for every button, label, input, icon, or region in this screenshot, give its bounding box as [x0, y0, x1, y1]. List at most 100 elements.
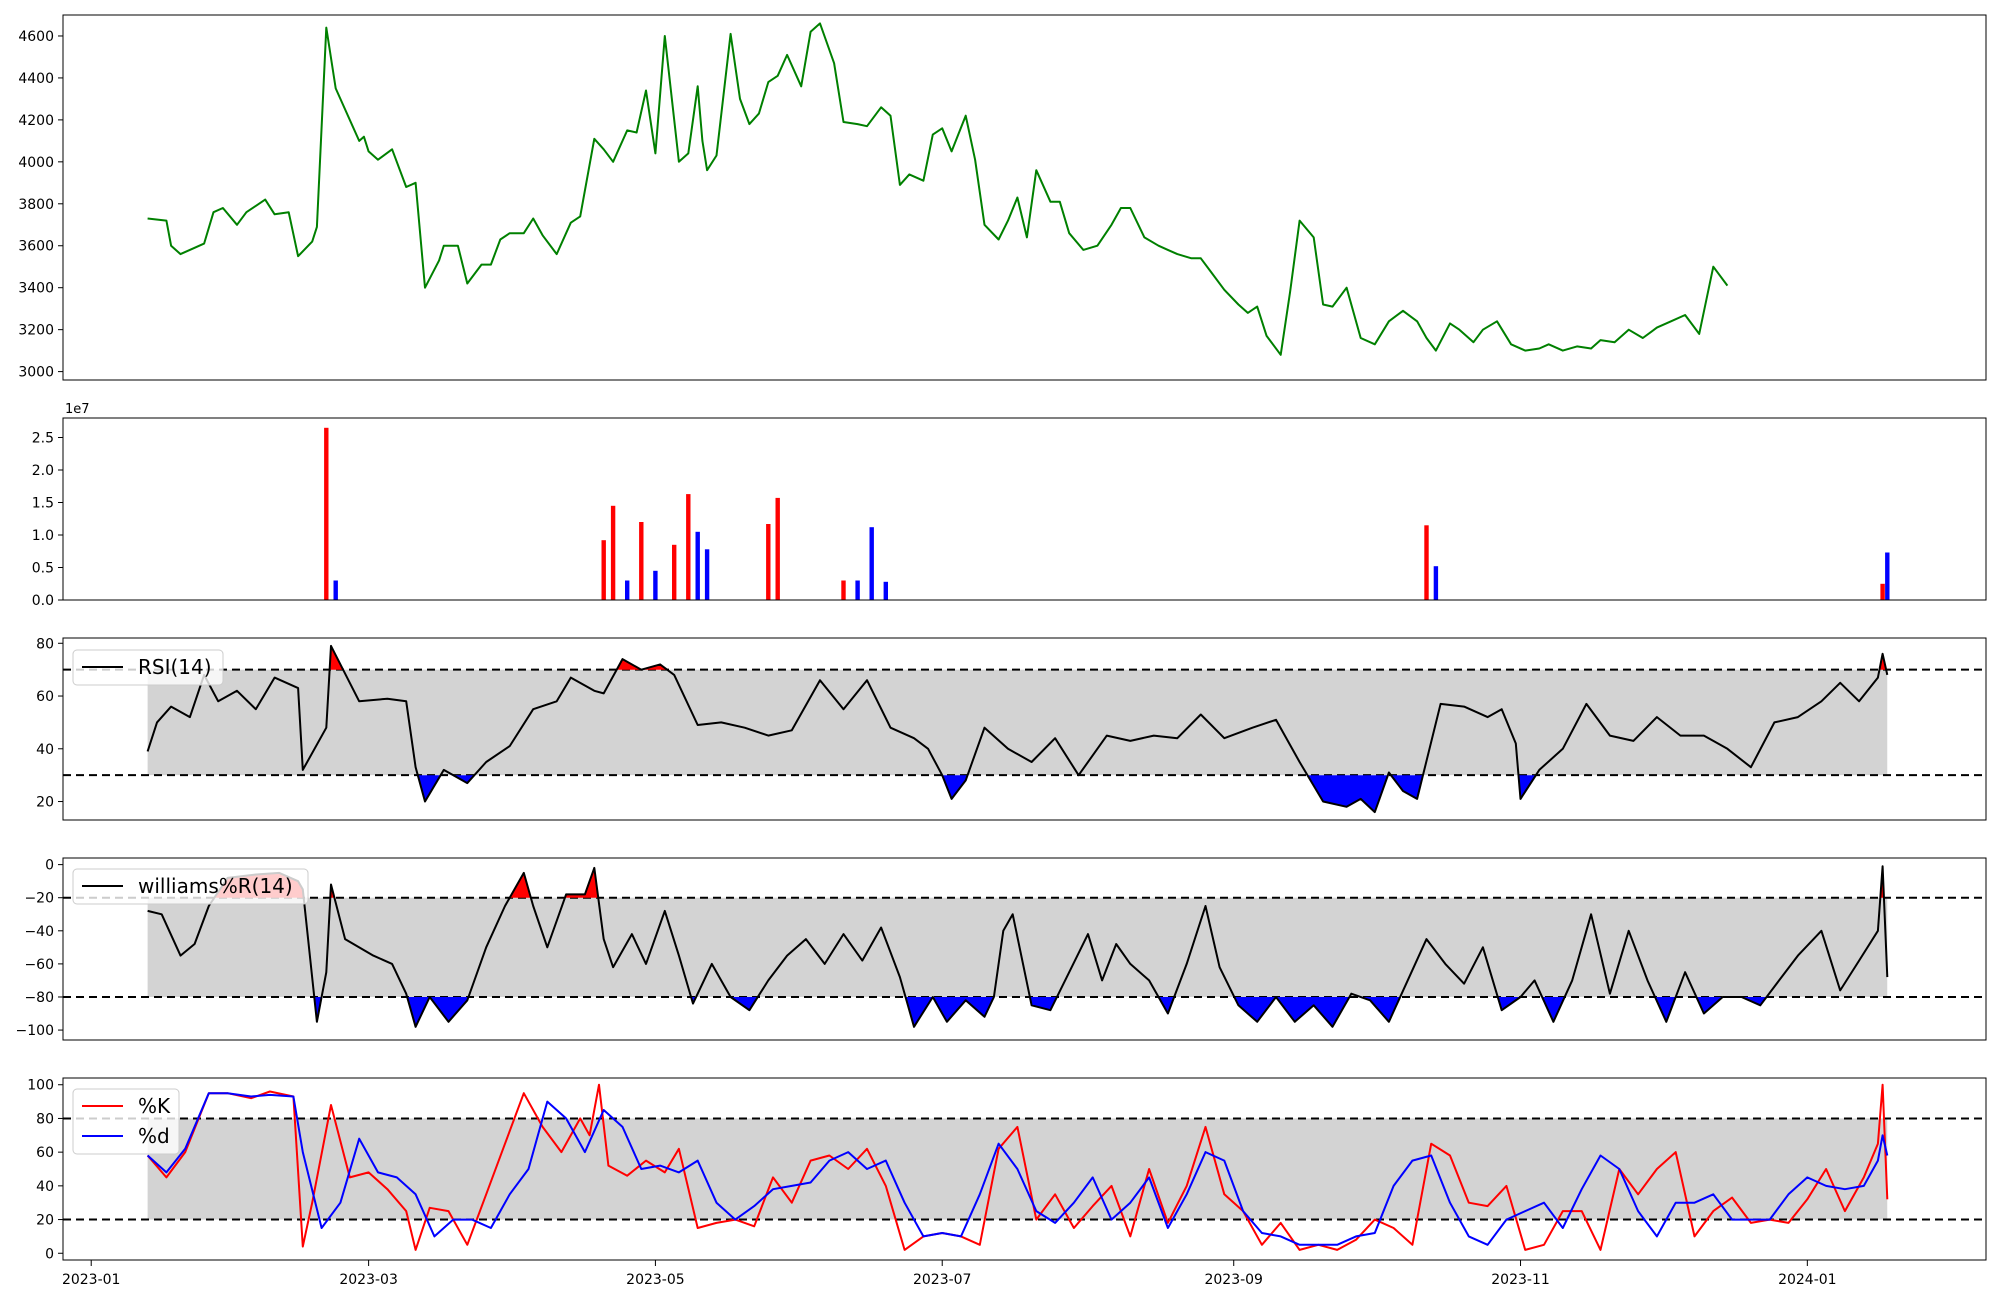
volume-bar [1880, 583, 1885, 601]
volume-bar [1424, 525, 1429, 601]
volume-bar [695, 531, 700, 601]
volume-bar [1433, 566, 1439, 600]
volume-ytick-label: 1.5 [32, 496, 54, 512]
stochastic-panel: 0 20 40 60 80 100 %K %d [27, 1077, 1987, 1262]
date-tick-label: 2023-01 [62, 1272, 121, 1288]
volume-ytick-label: 2.0 [32, 463, 54, 479]
date-tick-label: 2023-07 [913, 1272, 972, 1288]
volume-axes-frame [62, 417, 1987, 601]
williams-oversold-fill [932, 997, 994, 1022]
williams-oversold-fill [1276, 997, 1350, 1027]
williams-ytick-label: −60 [24, 957, 54, 973]
stochastic-ytick-label: 0 [45, 1246, 54, 1262]
rsi-oversold-fill [942, 775, 968, 799]
williams-legend-box [72, 868, 309, 905]
williams-oversold-fill [1158, 997, 1175, 1014]
volume-bar [324, 427, 329, 601]
williams-oversold-fill [1360, 997, 1401, 1022]
k-line [146, 1083, 1889, 1251]
williams-ytick-label: −80 [24, 990, 54, 1006]
williams-axes-frame [62, 857, 1987, 1041]
price-ytick-label: 4000 [18, 155, 54, 171]
price-ytick-label: 4600 [18, 29, 54, 45]
price-ytick-label: 3800 [18, 197, 54, 213]
volume-bar [841, 580, 846, 600]
date-tick-label: 2024-01 [1778, 1272, 1837, 1288]
stochastic-ytick-label: 40 [36, 1179, 54, 1195]
rsi-oversold-fill [1390, 775, 1423, 799]
volume-bar [333, 580, 338, 600]
price-ytick-label: 3600 [18, 239, 54, 255]
stochastic-ytick-label: 100 [27, 1078, 54, 1094]
price-panel: 3000 3200 3400 3600 3800 4000 4200 4400 4600 [18, 14, 1987, 381]
rsi-legend: RSI(14) [72, 649, 224, 686]
price-line [147, 22, 1729, 356]
williams-legend-label: williams%R(14) [138, 874, 293, 898]
volume-ytick-label: 1.0 [32, 528, 54, 544]
volume-bar [653, 570, 658, 601]
volume-bar [855, 580, 860, 600]
volume-ytick-label: 2.5 [32, 431, 54, 447]
williams-legend: williams%R(14) [72, 868, 309, 905]
volume-ytick-label: 0.5 [32, 561, 54, 577]
rsi-ytick-label: 40 [36, 742, 54, 758]
rsi-band-fill [147, 669, 1888, 776]
shared-date-axis: 2023-01 2023-03 2023-05 2023-07 2023-09 2023-… [62, 1260, 1837, 1288]
volume-bar [672, 544, 677, 601]
williams-oversold-fill [1234, 997, 1276, 1022]
volume-bar [869, 527, 874, 600]
rsi-ytick-label: 20 [36, 795, 54, 811]
rsi-ytick-label: 60 [36, 689, 54, 705]
date-tick-label: 2023-09 [1204, 1272, 1263, 1288]
price-ytick-label: 3000 [18, 365, 54, 381]
volume-multiplier-label: 1e7 [65, 402, 90, 417]
stochastic-ytick-label: 60 [36, 1145, 54, 1161]
volume-bar [686, 494, 691, 600]
williams-oversold-fill [1029, 997, 1057, 1011]
price-ytick-label: 3200 [18, 323, 54, 339]
volume-bar [704, 549, 710, 600]
volume-ytick-label: 0.0 [32, 593, 54, 609]
volume-bar [625, 580, 630, 600]
volume-bar [610, 505, 616, 601]
volume-bar [639, 522, 644, 600]
stochastic-legend: %K %d [72, 1088, 180, 1155]
volume-panel: 1e7 0.0 0.5 1.0 1.5 2.0 2.5 [32, 402, 1987, 609]
price-axes-frame [62, 14, 1987, 381]
williams-ytick-label: −40 [24, 924, 54, 940]
rsi-legend-label: RSI(14) [138, 655, 212, 679]
price-ytick-label: 4200 [18, 113, 54, 129]
price-ytick-label: 4400 [18, 71, 54, 87]
williams-oversold-fill [1542, 997, 1565, 1022]
williams-oversold-fill [429, 997, 469, 1022]
volume-bar [883, 581, 888, 600]
williams-overbought-fill [564, 867, 599, 898]
volume-bar [1885, 552, 1890, 600]
stochastic-ytick-label: 80 [36, 1111, 54, 1127]
date-tick-label: 2023-05 [626, 1272, 685, 1288]
volume-bar [601, 540, 606, 600]
d-line [146, 1092, 1889, 1246]
volume-bar [766, 524, 771, 600]
date-tick-label: 2023-03 [339, 1272, 398, 1288]
stochastic-axes-frame [62, 1077, 1987, 1261]
williams-oversold-fill [407, 997, 430, 1027]
rsi-panel: 20 40 60 80 RSI(14) [36, 636, 1987, 821]
williams-ytick-label: −20 [24, 891, 54, 907]
williams-ytick-label: 0 [45, 858, 54, 874]
williams-oversold-fill [1655, 997, 1676, 1022]
rsi-oversold-fill [1307, 775, 1388, 813]
d-legend-label: %d [138, 1124, 170, 1148]
price-ytick-label: 3400 [18, 281, 54, 297]
williams-line [147, 865, 1889, 1028]
date-tick-label: 2023-11 [1491, 1272, 1550, 1288]
rsi-legend-box [72, 649, 224, 686]
williams-ytick-label: −100 [16, 1023, 54, 1039]
williams-panel: −100 −80 −60 −40 −20 0 williams%R(14) [16, 857, 1987, 1041]
williams-band-fill [147, 897, 1888, 997]
rsi-line [146, 644, 1889, 814]
rsi-axes-frame [62, 637, 1987, 821]
volume-bar [775, 497, 780, 600]
